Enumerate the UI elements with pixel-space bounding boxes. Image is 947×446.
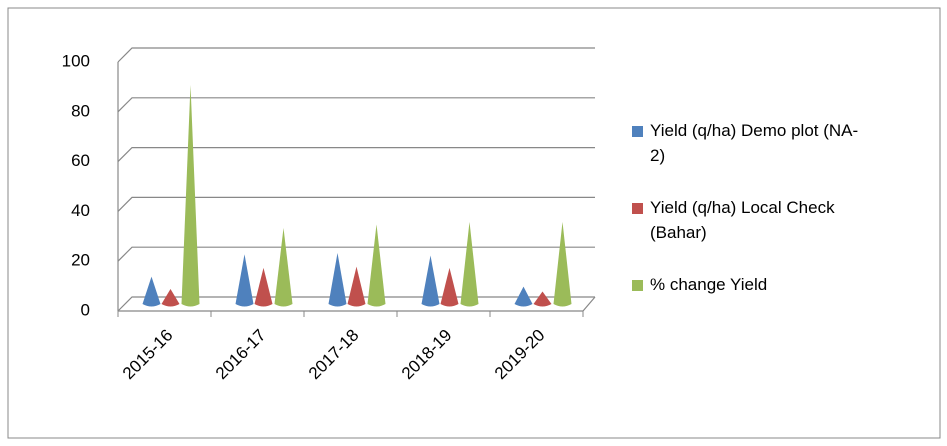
cone (460, 221, 479, 307)
x-tick-label: 2018-19 (398, 326, 456, 384)
grid-line (117, 47, 595, 63)
cone (181, 84, 200, 307)
grid-line (117, 196, 595, 212)
cone (553, 221, 572, 307)
y-tick-label: 60 (71, 151, 90, 170)
chart-border (7, 7, 941, 439)
legend-swatch (632, 126, 643, 137)
y-tick-label: 40 (71, 201, 90, 220)
cone (440, 267, 459, 307)
grid-line (117, 97, 595, 113)
grid-line (117, 147, 595, 163)
cone (367, 224, 386, 307)
cone (347, 266, 366, 307)
cone (421, 255, 440, 307)
legend-swatch (632, 280, 643, 291)
legend-label: Yield (q/ha) Demo plot (NA-2) (650, 121, 859, 165)
x-tick-label: 2015-16 (119, 326, 177, 384)
cone (254, 267, 273, 307)
cone (142, 276, 161, 307)
y-tick-label: 0 (81, 300, 90, 319)
cone (235, 254, 254, 307)
legend-item: Yield (q/ha) Demo plot (NA-2) (632, 118, 872, 168)
grid-line (117, 246, 595, 262)
legend-label: % change Yield (650, 275, 768, 294)
legend-label: Yield (q/ha) Local Check (Bahar) (650, 198, 835, 242)
legend-item: Yield (q/ha) Local Check (Bahar) (632, 195, 872, 245)
cone (328, 252, 347, 307)
cone (514, 286, 533, 307)
y-tick-label: 100 (62, 51, 90, 70)
grid-line (117, 296, 595, 312)
y-tick-label: 80 (71, 101, 90, 120)
x-tick-label: 2016-17 (212, 326, 270, 384)
cone (161, 289, 180, 307)
y-tick-label: 20 (71, 251, 90, 270)
legend-item: % change Yield (632, 272, 872, 297)
legend: Yield (q/ha) Demo plot (NA-2) Yield (q/ha… (632, 118, 872, 324)
x-tick-label: 2017-18 (305, 326, 363, 384)
legend-swatch (632, 203, 643, 214)
cone (274, 228, 293, 307)
cone (533, 291, 552, 307)
x-tick-label: 2019-20 (491, 326, 549, 384)
